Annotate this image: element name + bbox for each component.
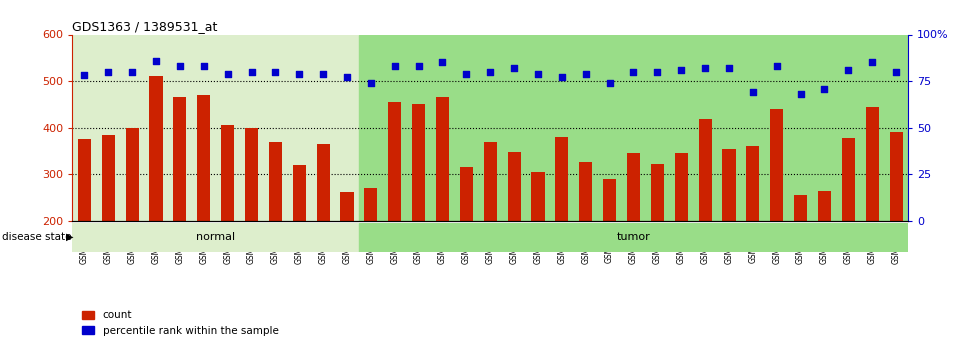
Point (268, 69, 283, 75)
Point (243, 69, 259, 75)
Point (459, 71, 474, 76)
Bar (890, 132, 902, 221)
Legend: count, percentile rank within the sample: count, percentile rank within the sample (77, 306, 283, 340)
Bar (580, 162, 592, 221)
Bar (269, 141, 282, 221)
Point (100, 69, 116, 75)
Point (315, 71, 330, 76)
Bar (150, 77, 162, 221)
Bar (126, 128, 139, 221)
Point (387, 63, 403, 69)
Text: GDS1363 / 1389531_at: GDS1363 / 1389531_at (72, 20, 217, 33)
Bar (101, 135, 115, 221)
Point (817, 86, 833, 91)
Point (435, 60, 450, 65)
Bar (484, 141, 497, 221)
Bar (359, 34, 908, 221)
Bar (555, 137, 568, 221)
Bar (723, 149, 735, 221)
Bar (364, 188, 378, 221)
Bar (317, 144, 329, 221)
Point (363, 80, 379, 86)
Point (793, 91, 809, 97)
Point (673, 67, 689, 73)
Bar (603, 179, 616, 221)
Bar (388, 102, 401, 221)
Bar (293, 165, 306, 221)
Bar (794, 195, 808, 221)
Point (745, 89, 760, 95)
Point (506, 65, 522, 71)
Bar (245, 128, 258, 221)
Point (125, 69, 140, 75)
Point (889, 69, 904, 75)
Point (626, 69, 641, 75)
Bar (412, 104, 425, 221)
Point (769, 63, 784, 69)
Point (602, 80, 617, 86)
Point (76, 73, 92, 78)
Bar (531, 172, 545, 221)
Bar (841, 138, 855, 221)
Bar (78, 139, 91, 221)
Point (650, 69, 666, 75)
Bar (770, 109, 783, 221)
Point (530, 71, 546, 76)
Text: tumor: tumor (616, 232, 650, 242)
Bar (72, 34, 359, 221)
Point (578, 71, 593, 76)
Bar (651, 164, 664, 221)
Point (220, 71, 236, 76)
Bar (359, 223, 908, 252)
Bar (221, 125, 234, 221)
Text: normal: normal (196, 232, 236, 242)
Text: ▶: ▶ (66, 232, 73, 242)
Point (840, 67, 856, 73)
Point (339, 75, 355, 80)
Bar (627, 153, 640, 221)
Bar (674, 153, 688, 221)
Bar (340, 192, 354, 221)
Bar (866, 107, 879, 221)
Point (411, 63, 426, 69)
Point (172, 63, 187, 69)
Bar (818, 190, 831, 221)
Point (722, 65, 737, 71)
Bar (507, 152, 521, 221)
Bar (173, 97, 186, 221)
Point (483, 69, 498, 75)
Point (149, 58, 164, 63)
Point (554, 75, 570, 80)
Bar (197, 95, 211, 221)
Text: disease state: disease state (2, 232, 71, 242)
Point (196, 63, 212, 69)
Point (865, 60, 880, 65)
Bar (72, 223, 359, 252)
Bar (747, 146, 759, 221)
Bar (436, 97, 449, 221)
Bar (698, 119, 712, 221)
Point (697, 65, 713, 71)
Point (292, 71, 307, 76)
Bar (460, 167, 473, 221)
